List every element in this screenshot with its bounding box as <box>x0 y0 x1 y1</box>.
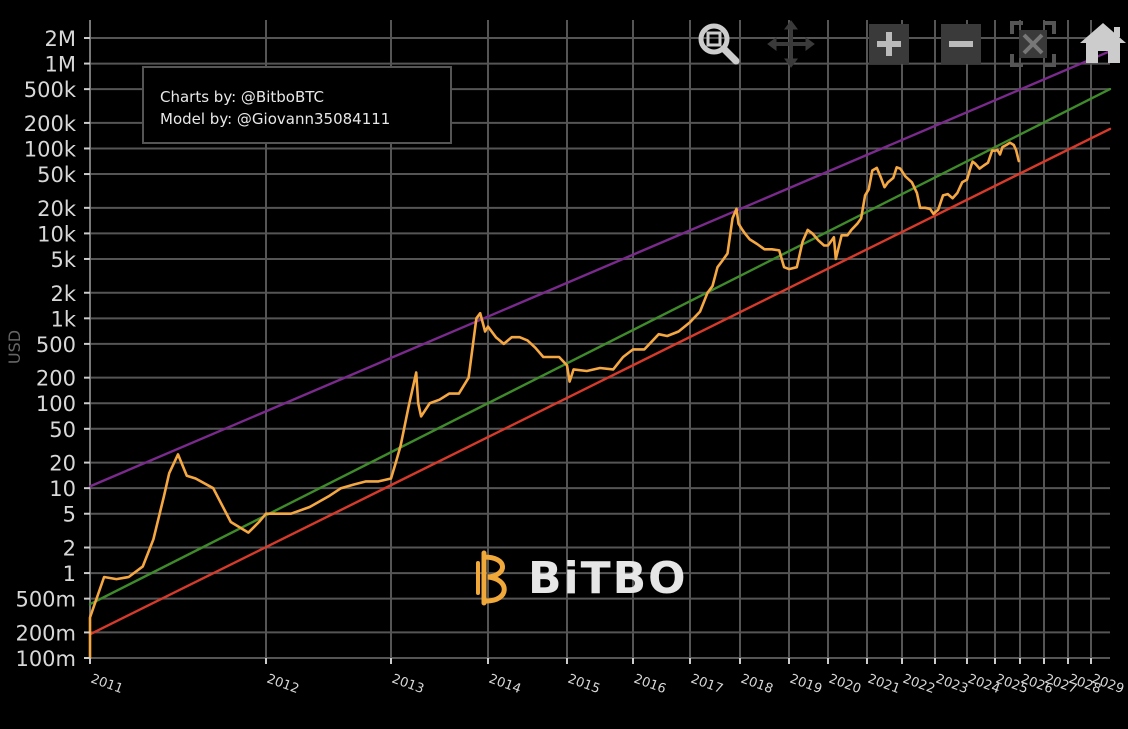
bitbo-logo-icon <box>476 550 507 606</box>
y-tick-label: 1 <box>63 562 76 586</box>
price-line <box>88 141 1021 660</box>
y-axis-label: USD <box>5 330 24 364</box>
reset-home-icon <box>1080 23 1126 63</box>
y-tick-label: 20 <box>49 452 76 476</box>
y-tick-label: 2k <box>50 282 76 306</box>
credits-charts-by: Charts by: @BitboBTC <box>160 88 325 106</box>
zoom-icon <box>698 23 740 65</box>
credits-model-by: Model by: @Giovann35084111 <box>160 110 391 128</box>
y-tick-label: 50 <box>49 418 76 442</box>
y-tick-label: 5 <box>63 503 76 527</box>
price-series[interactable] <box>88 141 1021 660</box>
y-tick-label: 50k <box>37 163 77 187</box>
zoom-button[interactable] <box>694 18 744 70</box>
y-tick-label: 100k <box>24 137 77 161</box>
chart-toolbar <box>660 18 1128 72</box>
autoscale-icon <box>1010 21 1056 67</box>
zoom-in-button[interactable] <box>864 18 914 70</box>
upper-band-line <box>88 50 1112 488</box>
y-tick-label: 10k <box>37 222 77 246</box>
y-tick-label: 5k <box>50 248 76 272</box>
y-tick-label: 100 <box>36 392 76 416</box>
bitbo-watermark: BiTBO <box>474 548 688 608</box>
pan-button[interactable] <box>766 18 816 70</box>
model-bands <box>88 50 1112 636</box>
fair-value-line <box>88 87 1112 606</box>
y-tick-label: 200m <box>15 621 76 645</box>
y-axis: 100m200m500m1251020501002005001k2k5k10k2… <box>15 27 90 671</box>
y-tick-label: 1k <box>50 307 76 331</box>
zoom-out-button[interactable] <box>936 18 986 70</box>
credits-box: Charts by: @BitboBTC Model by: @Giovann3… <box>142 66 452 144</box>
y-tick-label: 1M <box>45 53 76 77</box>
y-tick-label: 2M <box>45 27 76 51</box>
y-tick-label: 100m <box>15 647 76 671</box>
y-tick-label: 500 <box>36 333 76 357</box>
y-tick-label: 200 <box>36 367 76 391</box>
y-tick-label: 200k <box>24 112 77 136</box>
y-tick-label: 20k <box>37 197 77 221</box>
watermark-text: BiTBO <box>528 552 688 604</box>
y-tick-label: 10 <box>49 477 76 501</box>
y-tick-label: 2 <box>63 537 76 561</box>
lower-band-line <box>88 127 1112 636</box>
autoscale-button[interactable] <box>1008 18 1058 70</box>
y-tick-label: 500k <box>24 78 77 102</box>
y-tick-label: 500m <box>15 588 76 612</box>
reset-home-button[interactable] <box>1078 18 1128 70</box>
pan-icon <box>767 20 815 68</box>
zoom-in-icon <box>869 24 909 64</box>
zoom-out-icon <box>941 24 981 64</box>
